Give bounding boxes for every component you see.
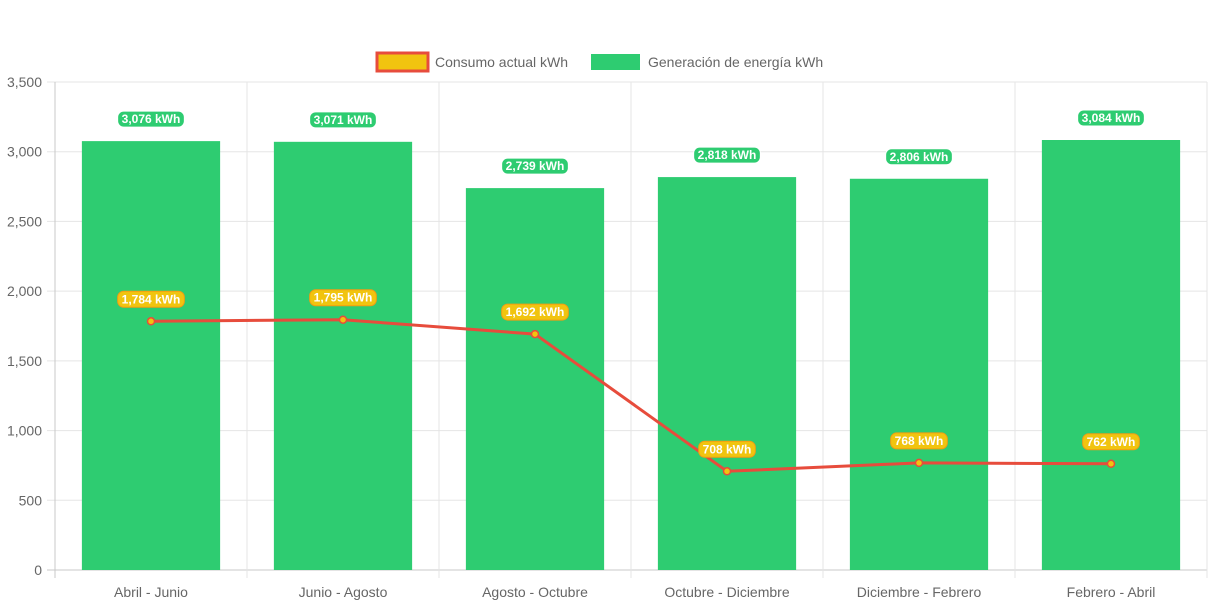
y-tick-label: 1,000 — [7, 423, 42, 439]
y-tick-label: 1,500 — [7, 353, 42, 369]
line-value-label: 768 kWh — [890, 432, 948, 450]
bar-series — [81, 140, 1181, 571]
x-tick-label: Junio - Agosto — [299, 584, 388, 600]
bar-value-label: 3,084 kWh — [1077, 109, 1145, 127]
line-value-label: 1,784 kWh — [117, 290, 185, 308]
line-point[interactable] — [722, 467, 732, 476]
line-value-label-bg — [1082, 433, 1140, 451]
line-value-label-text: 708 kWh — [703, 442, 752, 456]
bar-value-label-text: 3,071 kWh — [314, 113, 373, 127]
y-tick-label: 2,500 — [7, 213, 42, 229]
line-series — [146, 315, 1116, 476]
bar[interactable] — [465, 188, 605, 570]
legend-swatch-consumo — [375, 51, 430, 73]
y-tick-label: 3,000 — [7, 144, 42, 160]
bar-value-label: 2,739 kWh — [501, 157, 569, 175]
bar-value-label: 3,071 kWh — [309, 111, 377, 129]
line-value-label-bg — [117, 290, 185, 308]
bar[interactable] — [849, 178, 989, 570]
line-value-label-bg — [501, 303, 569, 321]
bar[interactable] — [657, 177, 797, 571]
bar-value-label-text: 2,818 kWh — [698, 148, 757, 162]
line-point[interactable] — [530, 329, 540, 339]
bar[interactable] — [273, 141, 413, 570]
bar-value-label-text: 3,076 kWh — [122, 112, 181, 126]
line-value-label-text: 1,795 kWh — [314, 291, 373, 305]
line-value-label-text: 768 kWh — [895, 434, 944, 448]
line-value-label: 1,795 kWh — [309, 289, 377, 307]
x-tick-label: Octubre - Diciembre — [664, 584, 789, 600]
legend[interactable]: Consumo actual kWh Generación de energía… — [375, 51, 823, 73]
consumo-line — [150, 318, 1112, 473]
x-tick-label: Diciembre - Febrero — [857, 584, 982, 600]
bar-value-label-text: 3,084 kWh — [1082, 111, 1141, 125]
bar[interactable] — [81, 141, 221, 570]
line-value-label-text: 1,784 kWh — [122, 292, 181, 306]
bar-value-label-bg — [885, 148, 953, 166]
bar-value-label-text: 2,739 kWh — [506, 159, 565, 173]
line-value-label: 1,692 kWh — [501, 303, 569, 321]
data-labels: 3,076 kWh 3,071 kWh 2,739 kWh 2,818 kWh 2,80… — [117, 109, 1145, 458]
bar-value-label: 3,076 kWh — [117, 110, 185, 128]
line-value-label-bg — [309, 289, 377, 307]
bar[interactable] — [1041, 140, 1181, 570]
legend-label-consumo: Consumo actual kWh — [435, 54, 568, 70]
bar-value-label: 2,818 kWh — [693, 146, 761, 164]
y-tick-label: 3,500 — [7, 74, 42, 90]
bar-value-label-bg — [693, 146, 761, 164]
y-tick-label: 500 — [19, 492, 43, 508]
bar-value-label-bg — [309, 111, 377, 129]
bar-value-label-bg — [117, 110, 185, 128]
line-value-label: 762 kWh — [1082, 433, 1140, 451]
bar-value-label-text: 2,806 kWh — [890, 150, 949, 164]
grid — [47, 81, 1208, 578]
line-value-label-bg — [698, 440, 756, 458]
bar-value-label-bg — [1077, 109, 1145, 127]
line-value-label: 708 kWh — [698, 440, 756, 458]
legend-item-consumo[interactable]: Consumo actual kWh — [375, 51, 568, 73]
axes: 0 500 1,000 1,500 2,000 2,500 3,000 3,500 Abril … — [7, 74, 1155, 600]
bar-value-label-bg — [501, 157, 569, 175]
bar-value-label: 2,806 kWh — [885, 148, 953, 166]
line-point[interactable] — [1106, 459, 1116, 469]
line-value-label-bg — [890, 432, 948, 450]
x-tick-label: Agosto - Octubre — [482, 584, 588, 600]
y-tick-label: 2,000 — [7, 283, 42, 299]
line-value-label-text: 1,692 kWh — [506, 305, 565, 319]
legend-item-generacion[interactable]: Generación de energía kWh — [591, 54, 823, 70]
x-tick-label: Febrero - Abril — [1067, 584, 1156, 600]
legend-swatch-generacion — [591, 54, 640, 70]
line-point[interactable] — [338, 315, 348, 324]
line-point[interactable] — [914, 458, 924, 468]
line-value-label-text: 762 kWh — [1087, 435, 1136, 449]
x-tick-label: Abril - Junio — [114, 584, 188, 600]
line-point[interactable] — [146, 317, 156, 326]
legend-label-generacion: Generación de energía kWh — [648, 54, 823, 70]
y-tick-label: 0 — [34, 562, 42, 578]
